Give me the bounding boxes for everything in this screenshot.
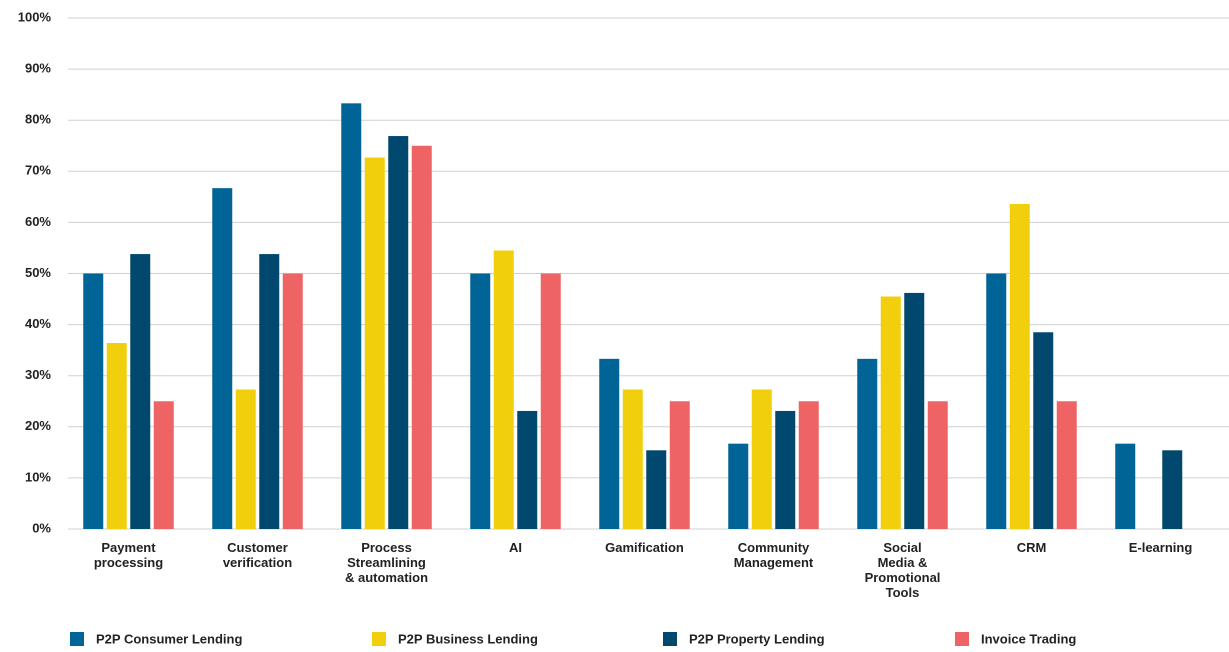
bar xyxy=(493,250,514,529)
legend-label: P2P Business Lending xyxy=(398,631,538,646)
legend-label: Invoice Trading xyxy=(981,631,1076,646)
bar xyxy=(540,273,561,529)
bar xyxy=(364,157,385,530)
bar xyxy=(282,273,303,529)
legend-swatch xyxy=(70,632,84,646)
bar xyxy=(986,273,1007,529)
bar xyxy=(775,410,796,529)
bar xyxy=(728,443,749,529)
x-tick-label: Social Media & Promotional Tools xyxy=(865,540,941,600)
bar xyxy=(212,188,233,529)
bar xyxy=(470,273,491,529)
bar xyxy=(517,410,538,529)
bar xyxy=(857,358,878,529)
legend-swatch xyxy=(372,632,386,646)
legend-swatch xyxy=(663,632,677,646)
legend-label: P2P Consumer Lending xyxy=(96,631,242,646)
y-tick-label: 10% xyxy=(25,469,51,484)
bar xyxy=(1009,204,1030,529)
bar xyxy=(411,145,432,529)
legend-swatch xyxy=(955,632,969,646)
y-tick-label: 40% xyxy=(25,316,51,331)
y-tick-label: 80% xyxy=(25,112,51,127)
x-tick-label: Customer verification xyxy=(223,540,292,570)
x-tick-label: Gamification xyxy=(605,540,684,555)
bar xyxy=(83,273,104,529)
bar xyxy=(751,389,772,529)
y-tick-label: 70% xyxy=(25,163,51,178)
bar xyxy=(646,450,667,529)
bar xyxy=(927,401,948,529)
bar xyxy=(1056,401,1077,529)
bar xyxy=(1033,332,1054,529)
y-tick-label: 30% xyxy=(25,367,51,382)
legend-label: P2P Property Lending xyxy=(689,631,825,646)
x-tick-label: CRM xyxy=(1017,540,1047,555)
bar xyxy=(130,254,151,529)
bar xyxy=(904,292,925,529)
bar xyxy=(669,401,690,529)
bar xyxy=(153,401,174,529)
bar xyxy=(341,103,362,529)
y-tick-label: 100% xyxy=(18,9,52,24)
bar xyxy=(388,136,409,529)
y-tick-label: 60% xyxy=(25,214,51,229)
bar xyxy=(798,401,819,529)
bar xyxy=(622,389,643,529)
y-tick-label: 20% xyxy=(25,418,51,433)
bar xyxy=(1115,443,1136,529)
x-tick-label: Process Streamlining & automation xyxy=(345,540,428,585)
bar xyxy=(880,296,901,529)
y-tick-label: 90% xyxy=(25,61,51,76)
bar xyxy=(106,342,127,529)
y-tick-label: 0% xyxy=(32,520,51,535)
bar xyxy=(235,389,256,529)
x-tick-label: Payment processing xyxy=(94,540,163,570)
x-tick-label: Community Management xyxy=(734,540,814,570)
bar xyxy=(259,254,280,529)
y-tick-label: 50% xyxy=(25,265,51,280)
bar xyxy=(599,358,620,529)
x-tick-label: AI xyxy=(509,540,522,555)
x-tick-label: E-learning xyxy=(1129,540,1193,555)
bar xyxy=(1162,450,1183,529)
